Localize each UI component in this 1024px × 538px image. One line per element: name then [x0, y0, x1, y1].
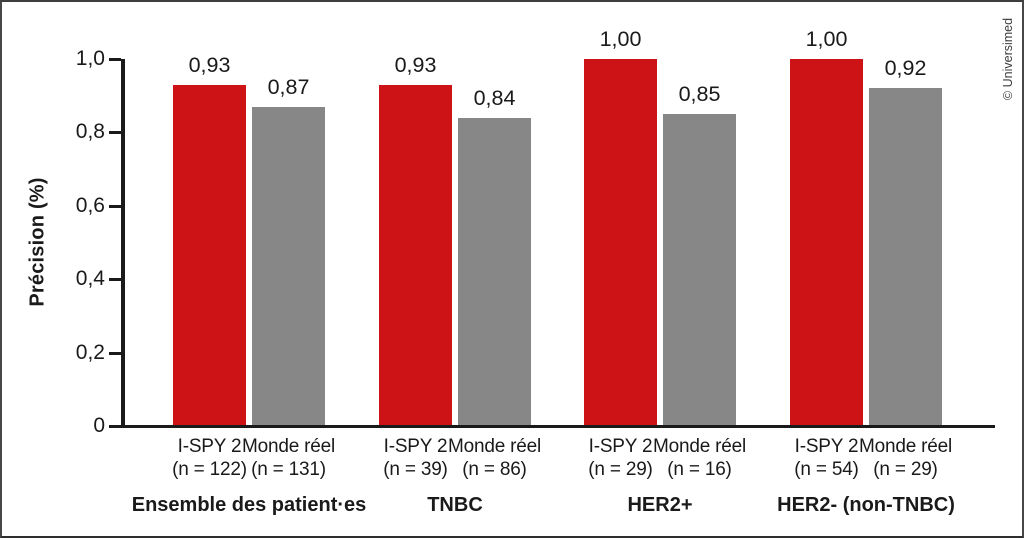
bar-axis-label: Monde réel (n = 86)	[447, 436, 542, 480]
y-tick-mark	[109, 204, 121, 208]
bar-ispy2	[584, 59, 657, 425]
bar-axis-label: Monde réel (n = 16)	[652, 436, 747, 480]
bar-value-label: 0,93	[188, 52, 231, 77]
y-tick-mark	[109, 351, 121, 355]
bar-ispy2	[173, 84, 246, 425]
y-tick-label: 0,6	[75, 193, 105, 217]
y-tick-mark	[109, 278, 121, 282]
y-tick-mark	[109, 131, 121, 135]
x-axis-line	[121, 425, 995, 428]
bar-axis-label: Monde réel (n = 131)	[241, 436, 336, 480]
y-tick-mark	[109, 425, 121, 428]
y-tick-label: 0,4	[75, 267, 105, 291]
y-tick-label: 0,8	[75, 120, 105, 144]
bar-monde-reel	[663, 114, 736, 425]
category-label: Ensemble des patient·es	[131, 494, 367, 516]
category-label: HER2+	[627, 494, 693, 516]
y-tick-label: 0,2	[75, 340, 105, 364]
bar-monde-reel	[869, 88, 942, 425]
bar-axis-label: I-SPY 2 (n = 39)	[383, 436, 448, 480]
category-label: HER2- (non-TNBC)	[777, 494, 955, 516]
y-tick-mark	[109, 58, 121, 61]
bar-value-label: 1,00	[599, 27, 642, 51]
category-label: TNBC	[427, 494, 483, 516]
y-tick-label: 1,0	[75, 47, 105, 70]
bar-axis-label: I-SPY 2 (n = 54)	[794, 436, 859, 480]
y-axis-line	[121, 59, 125, 428]
bar-value-label: 0,87	[267, 74, 310, 99]
bar-value-label: 1,00	[805, 27, 848, 51]
bar-ispy2	[790, 59, 863, 425]
bar-monde-reel	[458, 117, 531, 425]
bar-axis-label: I-SPY 2 (n = 122)	[172, 436, 247, 480]
bar-value-label: 0,92	[884, 56, 927, 81]
y-tick-label: 0	[93, 414, 105, 437]
bar-axis-label: Monde réel (n = 29)	[858, 436, 953, 480]
bar-monde-reel	[252, 106, 325, 425]
bar-value-label: 0,84	[473, 85, 516, 110]
bar-ispy2	[379, 84, 452, 425]
bar-value-label: 0,93	[394, 52, 437, 77]
bar-value-label: 0,85	[678, 82, 721, 107]
copyright-credit: © Universimed	[1001, 17, 1015, 101]
bar-axis-label: I-SPY 2 (n = 29)	[588, 436, 653, 480]
